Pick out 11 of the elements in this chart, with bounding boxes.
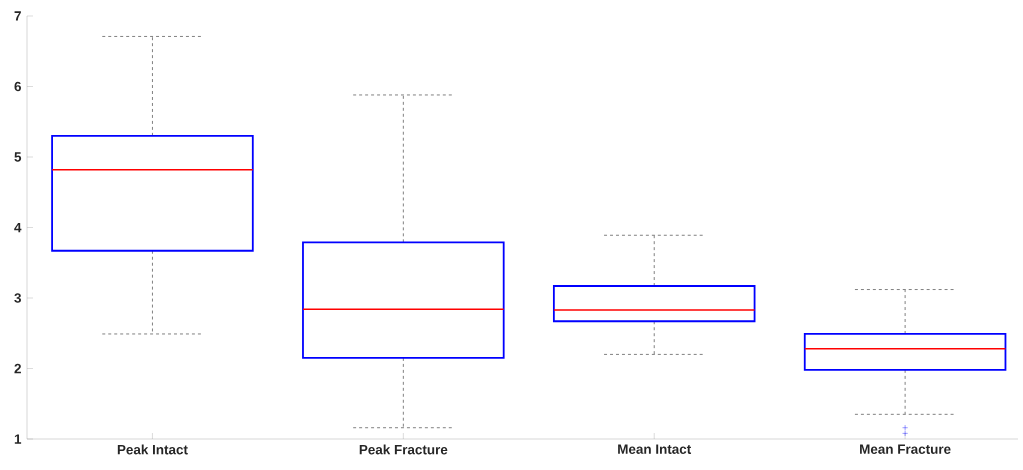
x-tick-label: Mean Intact (618, 444, 692, 454)
y-tick-label: 7 (14, 11, 21, 21)
y-tick-label: 2 (14, 363, 21, 374)
y-tick-label: 6 (14, 81, 21, 92)
y-tick-label: 4 (14, 222, 22, 233)
x-tick-label: Peak Intact (117, 444, 188, 455)
y-tick-label: 3 (14, 293, 21, 303)
y-tick-label: 5 (14, 152, 22, 162)
x-tick-label: Peak Fracture (359, 444, 448, 455)
x-tick-label: Mean Fracture (860, 444, 951, 454)
y-tick-label: 1 (14, 434, 22, 444)
